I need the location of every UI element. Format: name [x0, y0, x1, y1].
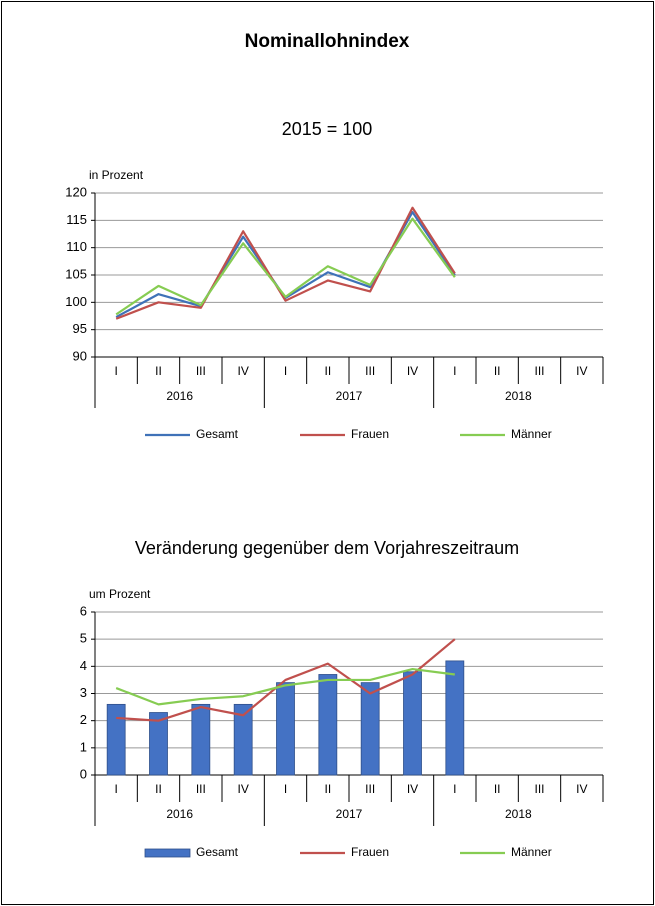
- bar: [233, 703, 253, 776]
- x-tick-label: IV: [576, 782, 587, 796]
- x-group-label: 2018: [505, 807, 532, 821]
- y-tick-label: 1: [80, 739, 87, 754]
- x-tick-label: I: [453, 782, 456, 796]
- x-tick-label: I: [453, 364, 456, 378]
- x-tick-label: III: [196, 782, 206, 796]
- y-tick-label: 2: [80, 712, 87, 727]
- bar: [276, 682, 295, 776]
- bar: [445, 660, 465, 776]
- x-group-label: 2018: [505, 389, 532, 403]
- y-tick-label: 4: [80, 658, 87, 673]
- page-title: Nominallohnindex: [245, 31, 410, 52]
- y-tick-label: 95: [73, 321, 87, 336]
- y-tick-label: 5: [80, 631, 87, 646]
- chart-title: 2015 = 100: [282, 119, 373, 139]
- x-tick-label: IV: [407, 782, 418, 796]
- legend-label: Männer: [511, 427, 552, 441]
- x-tick-label: I: [284, 364, 287, 378]
- x-tick-label: II: [494, 782, 501, 796]
- x-tick-label: II: [155, 364, 162, 378]
- legend-label: Gesamt: [196, 845, 239, 859]
- y-tick-label: 0: [80, 766, 87, 781]
- bar: [403, 671, 422, 776]
- x-tick-label: II: [324, 364, 331, 378]
- x-tick-label: II: [155, 782, 162, 796]
- x-tick-label: IV: [237, 364, 248, 378]
- x-group-label: 2017: [336, 807, 363, 821]
- chart-title: Veränderung gegenüber dem Vorjahreszeitr…: [135, 538, 519, 558]
- x-group-label: 2016: [166, 389, 193, 403]
- x-group-label: 2017: [336, 389, 363, 403]
- x-group-label: 2016: [166, 807, 193, 821]
- legend-label: Gesamt: [196, 427, 239, 441]
- x-tick-label: III: [534, 782, 544, 796]
- x-tick-label: IV: [407, 364, 418, 378]
- y-tick-label: 120: [65, 184, 87, 199]
- x-tick-label: IV: [576, 364, 587, 378]
- x-tick-label: III: [365, 364, 375, 378]
- y-tick-label: 110: [66, 239, 87, 254]
- y-tick-label: 115: [66, 212, 87, 227]
- y-tick-label: 6: [80, 603, 87, 618]
- x-tick-label: IV: [237, 782, 248, 796]
- y-tick-label: 90: [73, 348, 87, 363]
- x-tick-label: I: [114, 364, 117, 378]
- bar: [318, 674, 338, 776]
- legend-label: Frauen: [351, 845, 389, 859]
- y-axis-label: um Prozent: [89, 587, 151, 601]
- y-tick-label: 3: [80, 685, 87, 700]
- x-tick-label: I: [284, 782, 287, 796]
- series-line: [115, 206, 456, 320]
- bar: [149, 712, 168, 776]
- bar: [106, 703, 126, 776]
- bar: [360, 682, 380, 776]
- y-tick-label: 105: [65, 266, 87, 281]
- x-tick-label: III: [534, 364, 544, 378]
- x-tick-label: III: [196, 364, 206, 378]
- series-line: [115, 217, 456, 316]
- series-line: [115, 667, 455, 706]
- y-tick-label: 100: [65, 294, 87, 309]
- x-tick-label: I: [114, 782, 117, 796]
- legend-swatch: [144, 848, 191, 858]
- y-axis-label: in Prozent: [89, 168, 144, 182]
- x-tick-label: II: [324, 782, 331, 796]
- bar: [191, 703, 211, 776]
- legend-label: Frauen: [351, 427, 389, 441]
- x-tick-label: III: [365, 782, 375, 796]
- series-line: [116, 638, 456, 722]
- x-tick-label: II: [494, 364, 501, 378]
- legend-label: Männer: [511, 845, 552, 859]
